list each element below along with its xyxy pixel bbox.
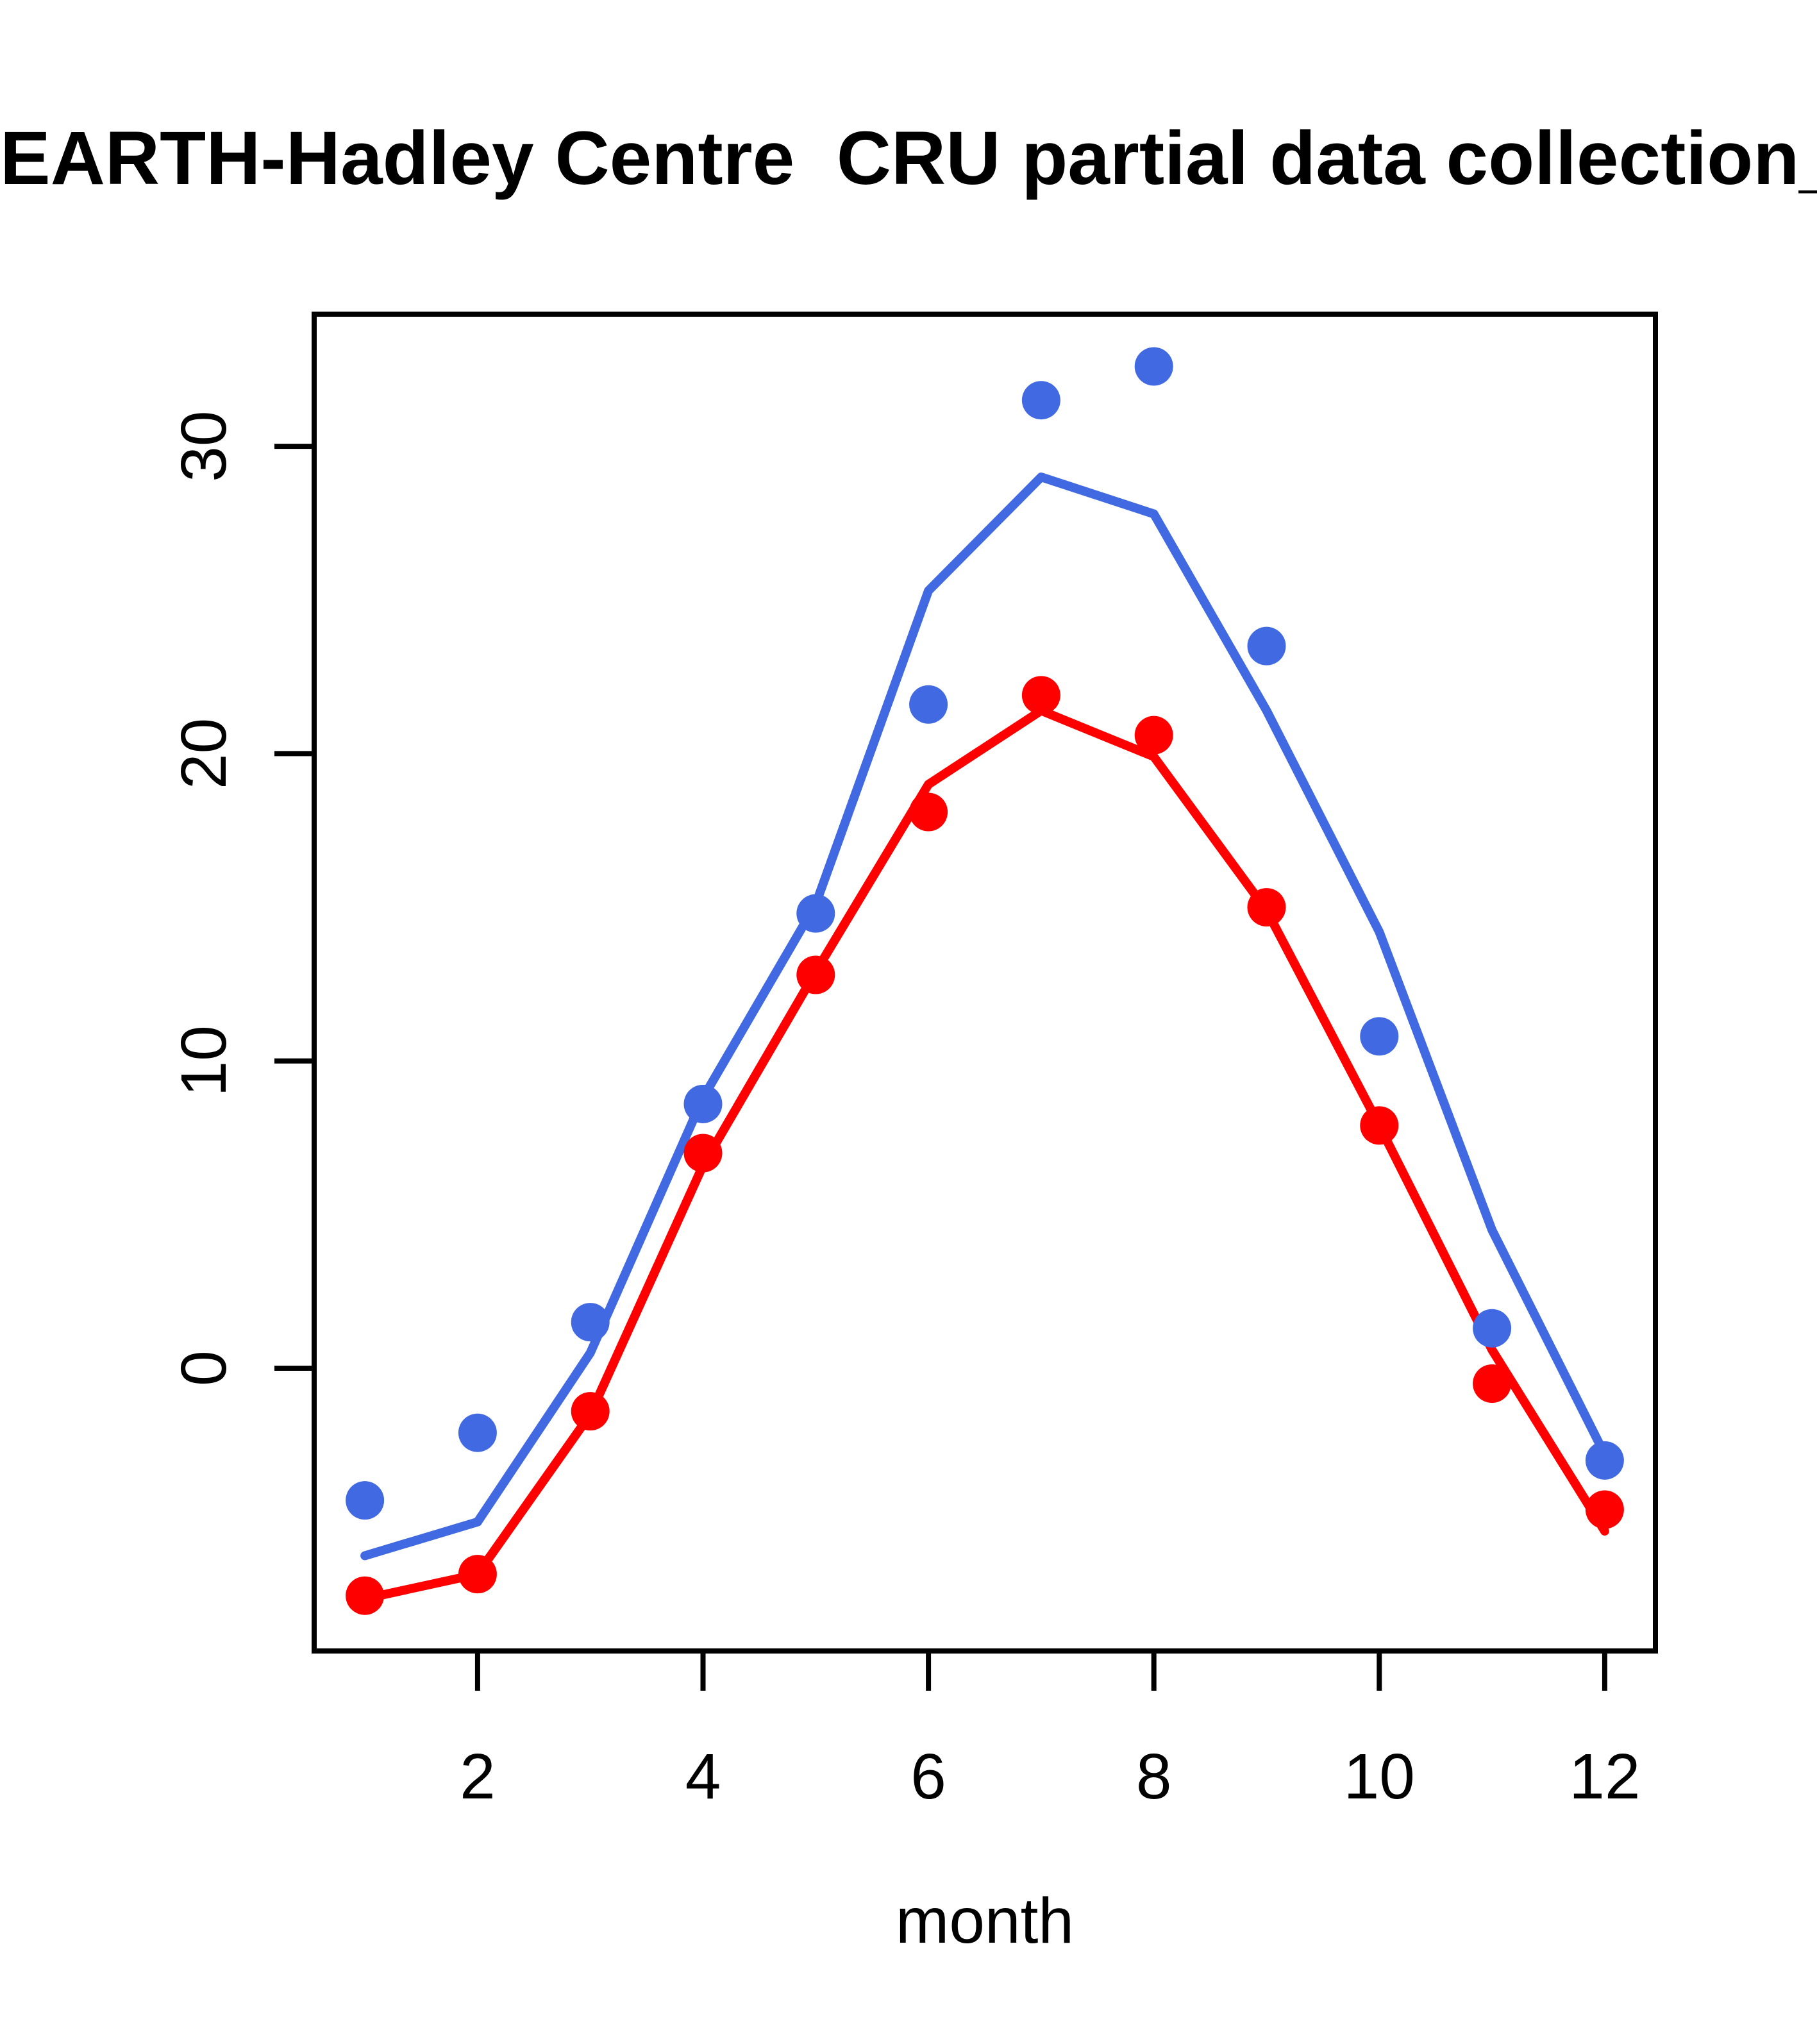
x-axis: 2 4 6 8 10 12 bbox=[460, 1651, 1641, 1813]
blue-data-point bbox=[909, 685, 948, 724]
red-data-point bbox=[1473, 1364, 1512, 1403]
red-data-point bbox=[796, 955, 835, 994]
red-data-point bbox=[909, 792, 948, 832]
red-data-point bbox=[683, 1134, 723, 1173]
blue-data-point bbox=[1585, 1441, 1624, 1480]
x-tick-label: 12 bbox=[1569, 1741, 1640, 1813]
red-data-point bbox=[1247, 888, 1286, 927]
blue-data-point bbox=[1021, 381, 1060, 420]
plot-box bbox=[312, 312, 1658, 1654]
red-data-point bbox=[571, 1392, 610, 1431]
x-axis-title: month bbox=[896, 1885, 1074, 1957]
y-axis: 0 10 20 30 bbox=[168, 410, 314, 1386]
red-line bbox=[360, 706, 1609, 1604]
blue-data-point bbox=[796, 894, 835, 933]
x-tick-label: 2 bbox=[460, 1741, 496, 1813]
y-tick-label: 0 bbox=[168, 1350, 240, 1386]
blue-line bbox=[360, 473, 1609, 1561]
blue-data-point bbox=[1360, 1017, 1399, 1056]
y-tick-label: 30 bbox=[168, 410, 240, 482]
blue-data-point bbox=[346, 1481, 385, 1520]
red-data-point bbox=[458, 1555, 497, 1594]
red-data-point bbox=[346, 1576, 385, 1615]
red-data-point bbox=[1360, 1106, 1399, 1145]
chart-title: EARTH-Hadley Centre CRU partial data col… bbox=[0, 116, 1817, 201]
plot-box-layer bbox=[312, 312, 1658, 1654]
blue-data-point bbox=[683, 1084, 723, 1123]
x-tick-label: 4 bbox=[685, 1741, 721, 1813]
blue-data-point bbox=[1134, 347, 1173, 386]
series-layer bbox=[346, 347, 1624, 1615]
x-tick-label: 8 bbox=[1136, 1741, 1172, 1813]
blue-data-point bbox=[571, 1303, 610, 1342]
x-tick-label: 6 bbox=[910, 1741, 946, 1813]
x-tick-label: 10 bbox=[1344, 1741, 1415, 1813]
red-data-point bbox=[1021, 676, 1060, 715]
blue-data-point bbox=[1473, 1309, 1512, 1348]
blue-data-point bbox=[458, 1413, 497, 1452]
y-tick-label: 20 bbox=[168, 718, 240, 789]
red-data-point bbox=[1134, 716, 1173, 755]
blue-data-point bbox=[1247, 626, 1286, 666]
red-data-point bbox=[1585, 1490, 1624, 1529]
y-tick-label: 10 bbox=[168, 1025, 240, 1096]
